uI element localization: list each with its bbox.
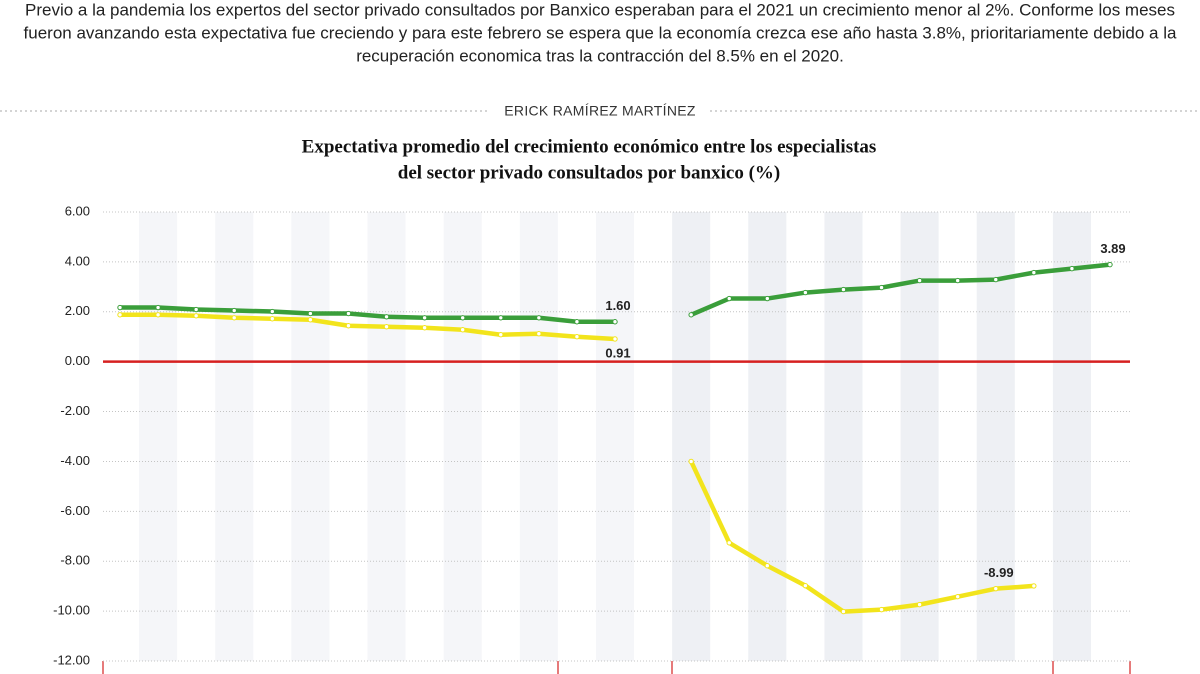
column-band bbox=[519, 212, 558, 661]
intro-line: Previo a la pandemia los expertos del se… bbox=[25, 0, 1175, 19]
data-point bbox=[155, 304, 161, 311]
data-point bbox=[269, 316, 276, 322]
data-point bbox=[574, 334, 580, 340]
y-tick-label: 0.00 bbox=[65, 353, 90, 368]
data-point bbox=[954, 277, 961, 284]
data-point bbox=[802, 582, 809, 589]
y-tick-label: -4.00 bbox=[60, 453, 90, 468]
data-point bbox=[307, 317, 314, 323]
value-label: 1.60 bbox=[605, 298, 630, 313]
data-point bbox=[612, 319, 618, 325]
data-point bbox=[307, 310, 314, 317]
author: ERICK RAMÍREZ MARTÍNEZ bbox=[504, 103, 696, 119]
y-tick-label: 6.00 bbox=[65, 203, 90, 218]
y-tick-label: 2.00 bbox=[65, 303, 90, 318]
author-bg bbox=[490, 100, 710, 122]
data-point bbox=[231, 315, 237, 321]
data-point bbox=[612, 336, 618, 342]
value-label: -8.99 bbox=[984, 565, 1014, 580]
data-point bbox=[536, 315, 542, 321]
column-band bbox=[367, 212, 406, 661]
y-tick-label: -8.00 bbox=[60, 553, 90, 568]
data-point bbox=[498, 332, 504, 338]
chart-title: del sector privado consultados por banxi… bbox=[398, 162, 781, 183]
data-point bbox=[688, 458, 694, 465]
column-band bbox=[672, 212, 711, 661]
series-line bbox=[117, 312, 618, 342]
data-point bbox=[1107, 261, 1113, 268]
value-label: 0.91 bbox=[605, 345, 630, 360]
data-point bbox=[536, 331, 542, 337]
data-point bbox=[1069, 265, 1075, 272]
column-band bbox=[291, 212, 330, 661]
data-point bbox=[916, 277, 923, 284]
intro-line: recuperación economica tras la contracci… bbox=[356, 46, 844, 65]
data-point bbox=[269, 308, 276, 315]
data-point bbox=[345, 310, 352, 317]
series-line bbox=[117, 305, 618, 325]
data-point bbox=[117, 312, 123, 318]
value-label: 3.89 bbox=[1100, 241, 1125, 256]
column-band bbox=[824, 212, 863, 661]
data-point bbox=[802, 289, 809, 296]
y-tick-label: -12.00 bbox=[53, 652, 90, 667]
data-point bbox=[574, 319, 580, 325]
data-point bbox=[421, 325, 428, 331]
data-point bbox=[993, 585, 999, 592]
data-point bbox=[383, 314, 390, 320]
data-point bbox=[726, 540, 732, 546]
column-band bbox=[443, 212, 482, 661]
chart-title: Expectativa promedio del crecimiento eco… bbox=[302, 136, 877, 157]
column-bands bbox=[139, 212, 1091, 661]
data-point bbox=[345, 323, 352, 329]
data-point bbox=[498, 315, 504, 321]
data-point bbox=[193, 313, 199, 319]
column-band bbox=[595, 212, 635, 661]
data-point bbox=[383, 324, 390, 330]
data-point bbox=[231, 307, 237, 314]
y-tick-label: -10.00 bbox=[53, 603, 90, 618]
data-point bbox=[1031, 269, 1037, 276]
intro-line: fueron avanzando esta expectativa fue cr… bbox=[24, 23, 1177, 42]
data-point bbox=[1031, 583, 1037, 589]
data-point bbox=[878, 284, 885, 291]
data-point bbox=[117, 304, 123, 311]
series-line bbox=[688, 459, 1037, 614]
column-band bbox=[1052, 212, 1091, 661]
column-band bbox=[215, 212, 254, 661]
data-point bbox=[916, 601, 923, 608]
data-point bbox=[840, 608, 847, 615]
data-point bbox=[155, 312, 161, 318]
data-point bbox=[193, 306, 199, 313]
series-line bbox=[688, 262, 1113, 318]
data-point bbox=[688, 312, 694, 318]
data-point bbox=[878, 606, 885, 613]
data-point bbox=[993, 276, 999, 283]
data-point bbox=[954, 593, 961, 600]
y-tick-label: -6.00 bbox=[60, 503, 90, 518]
column-band bbox=[139, 212, 178, 661]
data-point bbox=[764, 295, 771, 302]
data-point bbox=[840, 286, 847, 293]
column-band bbox=[748, 212, 787, 661]
column-band bbox=[900, 212, 939, 661]
y-tick-label: -2.00 bbox=[60, 403, 90, 418]
y-tick-label: 4.00 bbox=[65, 253, 90, 268]
data-point bbox=[726, 295, 732, 302]
data-point bbox=[459, 327, 466, 333]
data-point bbox=[764, 563, 771, 569]
data-point bbox=[459, 315, 466, 321]
period-ticks bbox=[102, 661, 1131, 674]
data-point bbox=[421, 315, 428, 321]
